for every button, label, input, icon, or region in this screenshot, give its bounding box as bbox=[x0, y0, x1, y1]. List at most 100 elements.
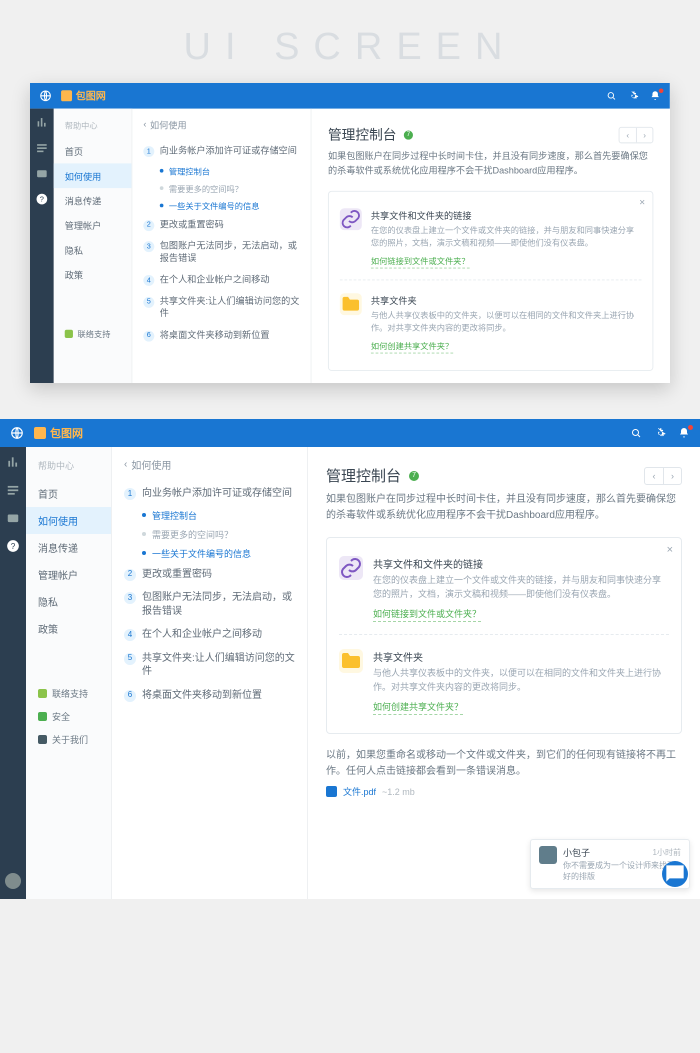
topic-item[interactable]: 6将桌面文件夹移动到新位置 bbox=[143, 325, 299, 346]
nav-item[interactable]: 政策 bbox=[54, 262, 132, 287]
nav-item[interactable]: 首页 bbox=[54, 139, 132, 164]
search-icon[interactable] bbox=[606, 90, 617, 101]
folder-icon bbox=[340, 293, 362, 315]
topbar: 包图网 bbox=[0, 419, 700, 447]
card-row: 共享文件和文件夹的链接在您的仪表盘上建立一个文件或文件夹的链接，并与朋友和同事快… bbox=[339, 548, 669, 630]
nav-item[interactable]: 隐私 bbox=[54, 237, 132, 262]
nav-footer-item[interactable]: 联络支持 bbox=[63, 323, 122, 344]
topic-number-badge: 1 bbox=[143, 146, 154, 157]
close-icon[interactable]: × bbox=[667, 544, 673, 556]
bullet-icon bbox=[160, 168, 164, 172]
topic-sub-item[interactable]: 管理控制台 bbox=[160, 162, 300, 179]
rail-item-wallet[interactable] bbox=[6, 511, 20, 525]
rail-item-help[interactable]: ? bbox=[35, 193, 48, 206]
pager-prev[interactable]: ‹ bbox=[620, 127, 636, 142]
nav-footer-item[interactable]: 安全 bbox=[36, 705, 101, 728]
rail-item-list[interactable] bbox=[35, 141, 48, 154]
app-preview-cropped: 包图网?帮助中心首页如何使用消息传递管理帐户隐私政策联络支持‹如何使用1向业务帐… bbox=[30, 83, 670, 383]
rail-item-wallet[interactable] bbox=[35, 167, 48, 180]
breadcrumb[interactable]: ‹如何使用 bbox=[124, 457, 295, 472]
topic-sub-item[interactable]: 需要更多的空间吗？ bbox=[142, 525, 295, 544]
rail-item-chart[interactable] bbox=[6, 455, 20, 469]
nav-item[interactable]: 管理帐户 bbox=[54, 213, 132, 238]
close-icon[interactable]: × bbox=[639, 197, 645, 208]
file-attachment[interactable]: 文件.pdf~1.2 mb bbox=[326, 785, 682, 798]
back-icon[interactable]: ‹ bbox=[143, 120, 146, 130]
topic-item[interactable]: 1向业务帐户添加许可证或存储空间 bbox=[124, 482, 295, 506]
bullet-icon bbox=[160, 186, 164, 190]
info-card: ×共享文件和文件夹的链接在您的仪表盘上建立一个文件或文件夹的链接，并与朋友和同事… bbox=[326, 537, 682, 734]
pager-next[interactable]: › bbox=[663, 468, 681, 484]
topic-sub-item[interactable]: 需要更多的空间吗？ bbox=[160, 179, 300, 196]
rail-avatar[interactable] bbox=[5, 873, 21, 889]
card-link[interactable]: 如何链接到文件或文件夹？ bbox=[373, 607, 481, 622]
nav-item[interactable]: 政策 bbox=[26, 615, 111, 642]
card-desc: 与他人共享仪表板中的文件夹，以便可以在相同的文件和文件夹上进行协作。对共享文件夹… bbox=[373, 667, 669, 694]
breadcrumb-title: 如何使用 bbox=[150, 118, 187, 132]
rail-item-list[interactable] bbox=[6, 483, 20, 497]
card-row: 共享文件夹与他人共享仪表板中的文件夹，以便可以在相同的文件和文件夹上进行协作。对… bbox=[340, 280, 642, 361]
topic-item[interactable]: 2更改或重置密码 bbox=[124, 563, 295, 587]
nav-footer-item[interactable]: 关于我们 bbox=[36, 728, 101, 751]
page-description: 如果包图账户在同步过程中长时间卡住，并且没有同步速度，那么首先要确保您的杀毒软件… bbox=[328, 150, 653, 178]
card-title: 共享文件夹 bbox=[371, 293, 642, 307]
rail: ? bbox=[30, 109, 54, 383]
topic-number-badge: 6 bbox=[124, 690, 136, 702]
topic-number-badge: 4 bbox=[143, 275, 154, 286]
topic-item[interactable]: 2更改或重置密码 bbox=[143, 214, 299, 235]
card-link[interactable]: 如何链接到文件或文件夹？ bbox=[371, 255, 470, 269]
topic-number-badge: 2 bbox=[124, 569, 136, 581]
nav-item[interactable]: 如何使用 bbox=[54, 163, 132, 188]
pager-next[interactable]: › bbox=[636, 127, 652, 142]
main-content: 管理控制台7‹›如果包图账户在同步过程中长时间卡住，并且没有同步速度，那么首先要… bbox=[308, 447, 700, 899]
bell-icon[interactable] bbox=[650, 90, 661, 101]
breadcrumb[interactable]: ‹ 如何使用 bbox=[143, 118, 299, 132]
toast-avatar bbox=[539, 846, 557, 864]
nav-item[interactable]: 管理帐户 bbox=[26, 561, 111, 588]
rail-item-help[interactable]: ? bbox=[6, 539, 20, 553]
dot-icon bbox=[38, 735, 47, 744]
back-icon[interactable]: ‹ bbox=[124, 459, 127, 470]
nav-item[interactable]: 首页 bbox=[26, 480, 111, 507]
rail: ? bbox=[0, 447, 26, 899]
topic-sub-item[interactable]: 管理控制台 bbox=[142, 506, 295, 525]
topic-item[interactable]: 3包图账户无法同步，无法启动，或报告错误 bbox=[143, 236, 299, 270]
search-icon[interactable] bbox=[630, 427, 642, 439]
topic-item[interactable]: 1向业务帐户添加许可证或存储空间 bbox=[143, 141, 299, 162]
topic-item[interactable]: 4在个人和企业帐户之间移动 bbox=[143, 269, 299, 290]
topic-sub-item[interactable]: 一些关于文件编号的信息 bbox=[142, 544, 295, 563]
nav-item[interactable]: 消息传递 bbox=[54, 188, 132, 213]
topic-number-badge: 1 bbox=[124, 488, 136, 500]
card-link[interactable]: 如何创建共享文件夹？ bbox=[373, 700, 463, 715]
brand[interactable]: 包图网 bbox=[61, 88, 106, 103]
nav-footer-item[interactable]: 联络支持 bbox=[36, 682, 101, 705]
nav-footer: 联络支持安全关于我们 bbox=[26, 682, 111, 751]
topic-item[interactable]: 3包图账户无法同步，无法启动，或报告错误 bbox=[124, 586, 295, 623]
nav-item[interactable]: 消息传递 bbox=[26, 534, 111, 561]
pager-prev[interactable]: ‹ bbox=[645, 468, 663, 484]
gear-icon[interactable] bbox=[654, 427, 666, 439]
chat-fab[interactable] bbox=[662, 861, 688, 887]
nav-item[interactable]: 如何使用 bbox=[26, 507, 111, 534]
brand[interactable]: 包图网 bbox=[34, 425, 83, 441]
bell-icon[interactable] bbox=[678, 427, 690, 439]
topic-item[interactable]: 4在个人和企业帐户之间移动 bbox=[124, 623, 295, 647]
topic-item[interactable]: 6将桌面文件夹移动到新位置 bbox=[124, 684, 295, 708]
nav-item[interactable]: 隐私 bbox=[26, 588, 111, 615]
card-desc: 在您的仪表盘上建立一个文件或文件夹的链接，并与朋友和同事快速分享您的照片，文档，… bbox=[371, 225, 642, 250]
topbar: 包图网 bbox=[30, 83, 670, 109]
toast-time: 1小时前 bbox=[653, 847, 681, 858]
topic-sub-item[interactable]: 一些关于文件编号的信息 bbox=[160, 197, 300, 214]
gear-icon[interactable] bbox=[628, 90, 639, 101]
card-link[interactable]: 如何创建共享文件夹？ bbox=[371, 340, 453, 354]
rail-item-chart[interactable] bbox=[35, 116, 48, 129]
pager: ‹› bbox=[619, 126, 654, 142]
card-title: 共享文件夹 bbox=[373, 649, 669, 664]
topic-number-badge: 5 bbox=[124, 653, 136, 665]
topic-item[interactable]: 5共享文件夹:让人们编辑访问您的文件 bbox=[143, 291, 299, 325]
topic-item[interactable]: 5共享文件夹:让人们编辑访问您的文件 bbox=[124, 647, 295, 684]
app-preview-full: 包图网?帮助中心首页如何使用消息传递管理帐户隐私政策联络支持安全关于我们‹如何使… bbox=[0, 419, 700, 899]
tail-text: 以前，如果您重命名或移动一个文件或文件夹，到它们的任何现有链接将不再工作。任何人… bbox=[326, 748, 682, 779]
card-row: 共享文件和文件夹的链接在您的仪表盘上建立一个文件或文件夹的链接，并与朋友和同事快… bbox=[340, 201, 642, 276]
dot-icon bbox=[38, 689, 47, 698]
